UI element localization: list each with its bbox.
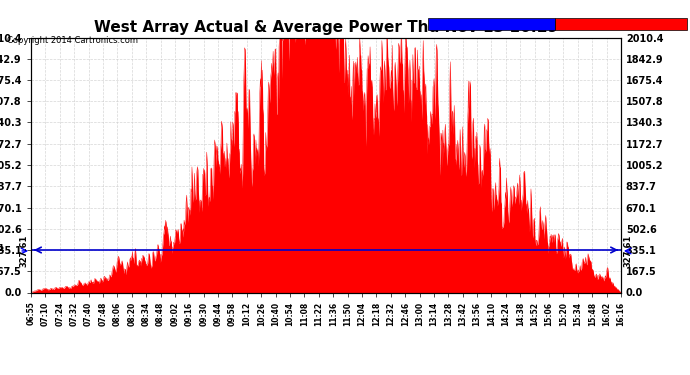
Text: Copyright 2014 Cartronics.com: Copyright 2014 Cartronics.com: [7, 36, 138, 45]
Text: 327.61: 327.61: [624, 235, 633, 267]
Text: West Array  (DC Watts): West Array (DC Watts): [559, 20, 669, 28]
Text: 327.61: 327.61: [19, 235, 28, 267]
Text: →327.61: →327.61: [0, 244, 5, 253]
Title: West Array Actual & Average Power Thu Nov 13 16:29: West Array Actual & Average Power Thu No…: [94, 20, 558, 35]
Text: Average  (DC Watts): Average (DC Watts): [431, 20, 528, 28]
